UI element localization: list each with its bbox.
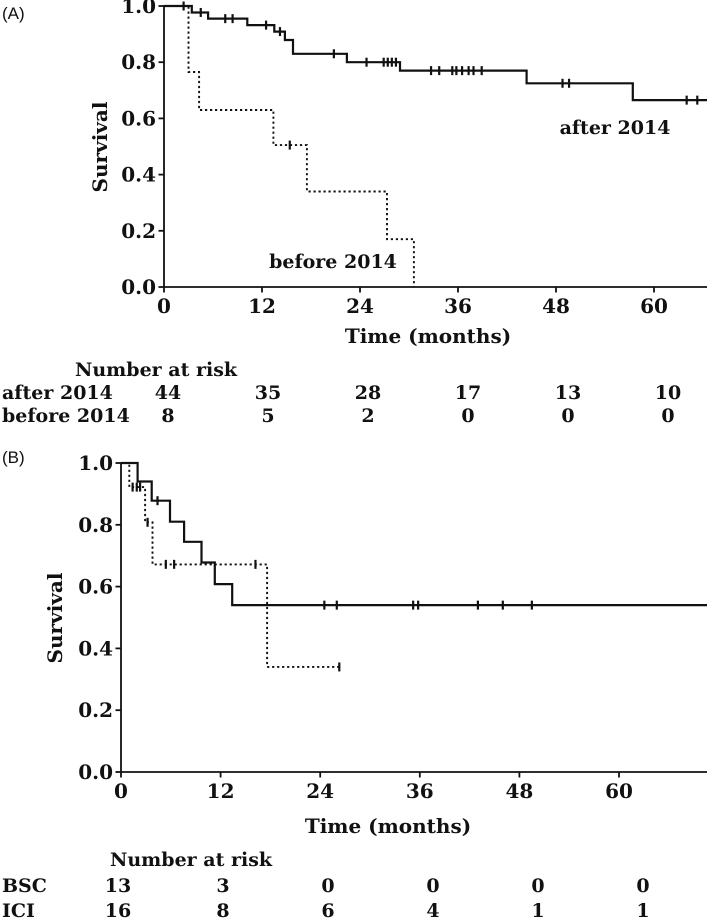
x-tick-label: 48 [505,779,533,803]
annotation-after-2014: after 2014 [560,117,671,139]
x-tick-label: 36 [406,779,434,803]
at-risk-count: 44 [155,382,181,404]
at-risk-count: 0 [561,405,574,427]
at-risk-count: 5 [261,405,274,427]
y-tick-label: 0.0 [78,760,113,784]
at-risk-count: 0 [461,405,474,427]
at-risk-count: 10 [655,382,681,404]
x-tick-label: 36 [444,294,472,318]
axis-line [120,463,707,773]
x-tick-label: 12 [207,779,235,803]
panel-a-xlabel: Time (months) [345,324,511,348]
y-tick-label: 0.0 [121,275,156,299]
panel-a-risk-row-label: after 2014 [2,382,113,404]
at-risk-count: 35 [255,382,281,404]
at-risk-count: 13 [555,382,581,404]
at-risk-count: 4 [426,900,439,922]
panel-b-risk-row-label: ICI [2,900,35,922]
x-tick-label: 24 [306,779,334,803]
panel-b-ylabel: Survival [43,572,67,663]
x-tick-label: 48 [542,294,570,318]
at-risk-count: 8 [216,900,229,922]
x-tick-label: 24 [346,294,374,318]
y-tick-label: 0.2 [78,698,113,722]
survival-curve-ici [121,461,707,607]
at-risk-count: 0 [661,405,674,427]
at-risk-count: 16 [105,900,131,922]
y-tick-label: 0.8 [78,513,113,537]
panel-a-ylabel: Survival [88,101,112,192]
at-risk-count: 28 [355,382,381,404]
survival-curve-after-2014 [164,4,707,102]
axis-line [163,6,707,288]
panel-b-xlabel: Time (months) [305,814,471,838]
panel-b-tag: (B) [2,448,25,467]
at-risk-count: 1 [636,900,649,922]
annotation-before-2014: before 2014 [269,251,397,273]
panel-b-risk-row-label: BSC [2,875,47,897]
y-tick-label: 0.4 [121,163,156,187]
at-risk-count: 0 [636,875,649,897]
y-tick-label: 1.0 [121,0,156,18]
y-tick-label: 0.4 [78,636,113,660]
at-risk-count: 17 [455,382,481,404]
at-risk-count: 0 [426,875,439,897]
survival-curve-bsc [121,462,342,668]
at-risk-count: 0 [531,875,544,897]
panel-a-risk-row-label: before 2014 [2,405,130,427]
x-tick-label: 60 [640,294,668,318]
y-tick-label: 0.2 [121,219,156,243]
panel-b-risk-header: Number at risk [110,849,273,871]
survival-curve-before-2014 [164,5,415,287]
at-risk-count: 8 [161,405,174,427]
y-tick-label: 0.6 [78,575,113,599]
at-risk-count: 2 [361,405,374,427]
at-risk-count: 3 [216,875,229,897]
x-tick-label: 0 [157,294,171,318]
at-risk-count: 13 [105,875,131,897]
at-risk-count: 1 [531,900,544,922]
y-tick-label: 1.0 [78,451,113,475]
x-tick-label: 60 [605,779,633,803]
panel-a-risk-header: Number at risk [75,359,238,381]
x-tick-label: 0 [114,779,128,803]
at-risk-count: 6 [321,900,334,922]
x-tick-label: 12 [248,294,276,318]
at-risk-count: 0 [321,875,334,897]
panel-a-tag: (A) [2,4,25,23]
y-tick-label: 0.8 [121,50,156,74]
y-tick-label: 0.6 [121,106,156,130]
